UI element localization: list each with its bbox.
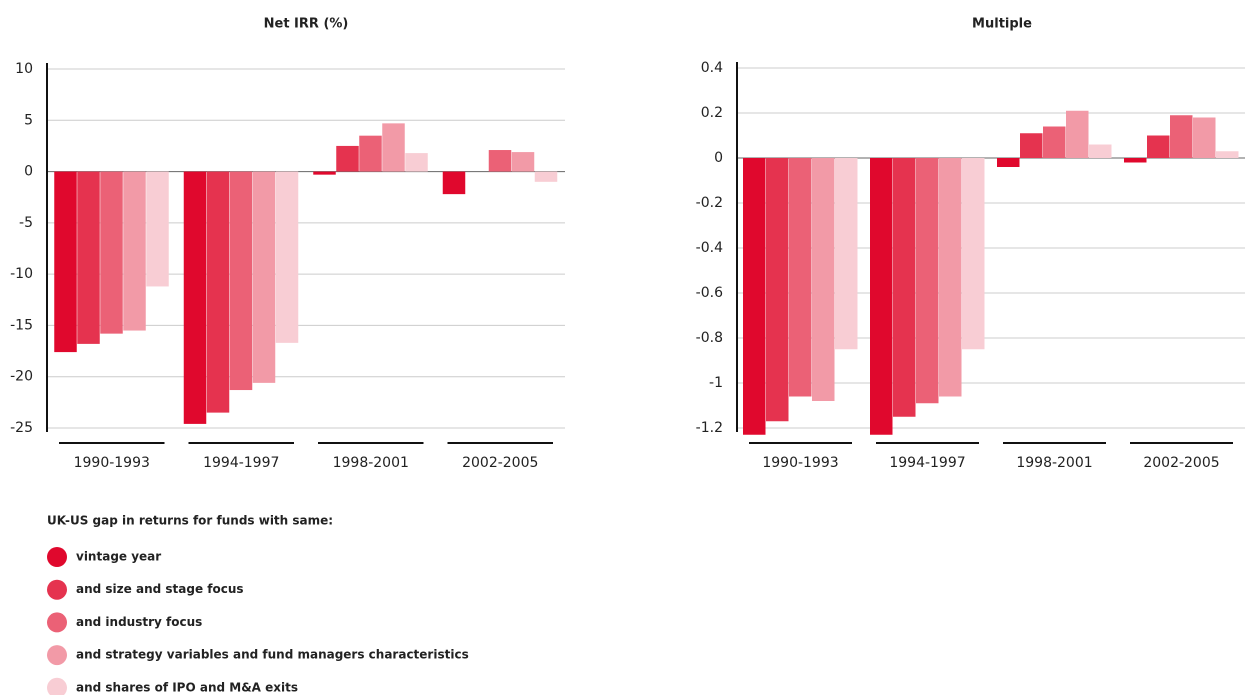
bar (1147, 135, 1170, 158)
bar (1124, 158, 1147, 163)
y-tick-label: 0 (714, 150, 723, 166)
bar (1089, 144, 1112, 158)
chart-title: Multiple (972, 17, 1032, 32)
bar (1020, 133, 1043, 158)
legend-swatch (47, 612, 67, 633)
y-tick-label: -10 (10, 266, 33, 282)
legend-swatch (47, 677, 67, 695)
y-tick-label: -25 (10, 420, 33, 436)
y-tick-label: 10 (15, 61, 33, 77)
bar (893, 158, 916, 417)
bar (997, 158, 1020, 167)
bar (382, 123, 405, 172)
bar (1170, 115, 1193, 158)
bar (100, 171, 123, 334)
y-tick-label: 0.4 (701, 60, 723, 76)
x-tick-label: 1990-1993 (74, 455, 150, 471)
y-tick-label: -1.2 (696, 420, 723, 436)
bar (336, 145, 359, 172)
bar (939, 158, 962, 397)
x-tick-label: 1998-2001 (1016, 455, 1092, 471)
bar (870, 158, 893, 435)
legend-label: and strategy variables and fund managers… (76, 648, 469, 662)
y-tick-label: 5 (24, 112, 33, 128)
bar (835, 158, 858, 350)
bar (313, 171, 336, 175)
bar (275, 171, 299, 343)
y-tick-label: 0.2 (701, 105, 723, 121)
legend-title: UK-US gap in returns for funds with same… (47, 514, 333, 528)
bar (146, 171, 169, 287)
y-tick-label: -15 (10, 317, 33, 333)
y-tick-label: 0 (24, 164, 33, 180)
bar (252, 171, 276, 383)
x-tick-label: 1990-1993 (762, 455, 838, 471)
bar (812, 158, 835, 401)
bar (743, 158, 766, 435)
legend-swatch (47, 547, 67, 567)
bar (123, 171, 146, 331)
bar (183, 171, 207, 424)
bar (511, 152, 535, 172)
bar (789, 158, 812, 397)
x-tick-label: 2002-2005 (1143, 455, 1219, 471)
bar (54, 171, 77, 353)
bar (1066, 110, 1089, 158)
y-tick-label: -0.4 (696, 240, 723, 256)
x-tick-label: 2002-2005 (462, 455, 538, 471)
bar (534, 171, 558, 182)
y-tick-label: -0.8 (696, 330, 723, 346)
legend-swatch (47, 645, 67, 666)
bar (206, 171, 230, 413)
y-tick-label: -0.2 (696, 195, 723, 211)
bar (1216, 151, 1239, 158)
bar (916, 158, 939, 404)
bar (229, 171, 253, 391)
legend-label: vintage year (76, 550, 161, 564)
bar (1043, 126, 1066, 158)
x-tick-label: 1994-1997 (203, 455, 279, 471)
y-tick-label: -0.6 (696, 285, 723, 301)
legend-label: and industry focus (76, 615, 202, 629)
legend-label: and size and stage focus (76, 582, 244, 596)
bar (1193, 117, 1216, 158)
y-tick-label: -5 (19, 215, 33, 231)
bar (488, 150, 512, 172)
x-tick-label: 1994-1997 (889, 455, 965, 471)
bar (962, 158, 985, 350)
legend-swatch (47, 579, 67, 600)
legend-label: and shares of IPO and M&A exits (76, 680, 298, 694)
bar (405, 153, 428, 172)
y-tick-label: -20 (10, 369, 33, 385)
bar (77, 171, 100, 344)
bar (359, 135, 382, 172)
bar (766, 158, 789, 422)
y-tick-label: -1 (709, 375, 723, 391)
chart-title: Net IRR (%) (264, 17, 349, 32)
x-tick-label: 1998-2001 (333, 455, 409, 471)
bar (442, 171, 466, 195)
